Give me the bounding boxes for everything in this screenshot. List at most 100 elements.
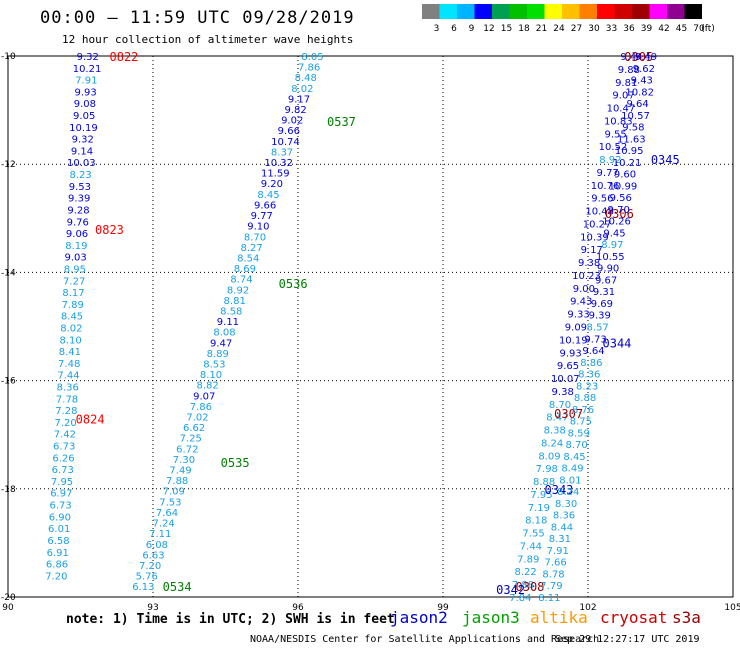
wave-height-value: 6.73 (52, 465, 74, 476)
colorbar-swatch (684, 4, 702, 19)
wave-height-value: 7.30 (173, 455, 195, 466)
wave-height-value: 9.06 (66, 229, 88, 240)
wave-height-value: 9.69 (591, 299, 613, 310)
wave-height-value: 10.07 (551, 374, 580, 385)
wave-height-value: 10.52 (599, 142, 628, 153)
wave-height-value: 8.82 (196, 381, 218, 392)
wave-height-value: 7.88 (166, 476, 188, 487)
wave-height-value: 9.05 (73, 111, 95, 122)
colorbar-label: 18 (518, 24, 530, 34)
wave-height-value: 9.66 (278, 126, 300, 137)
pass-time-label: 0343 (545, 483, 574, 497)
wave-height-value: 8.36 (57, 383, 79, 394)
wave-height-value: 9.43 (631, 76, 653, 87)
wave-height-value: 7.89 (62, 300, 84, 311)
wave-height-value: 9.09 (565, 323, 587, 334)
y-tick-label: -18 (1, 485, 16, 495)
wave-height-value: 7.42 (54, 430, 76, 441)
wave-height-value: 9.17 (288, 94, 310, 105)
x-tick-label: 93 (147, 603, 158, 613)
wave-height-value: 7.53 (159, 497, 181, 508)
colorbar-label: 6 (451, 24, 457, 34)
wave-height-value: 6.90 (49, 512, 71, 523)
wave-height-value: 8.23 (576, 381, 598, 392)
wave-height-value: 9.93 (74, 87, 96, 98)
wave-height-value: 9.49 (635, 52, 657, 63)
colorbar-label: 15 (501, 24, 512, 34)
wave-height-value: 10.27 (583, 219, 612, 230)
wave-height-value: 9.67 (595, 275, 617, 286)
colorbar-swatch (457, 4, 475, 19)
wave-height-value: 9.28 (67, 205, 89, 216)
pass-time-label: 0305 (624, 50, 653, 64)
wave-height-value: 9.65 (557, 361, 579, 372)
wave-height-value: 9.53 (69, 182, 91, 193)
wave-height-value: 11.59 (261, 169, 290, 180)
wave-height-value: 9.38 (578, 258, 600, 269)
wave-height-value: 7.24 (153, 519, 175, 530)
wave-height-value: 9.39 (589, 311, 611, 322)
colorbar-label: 45 (676, 24, 687, 34)
x-tick-label: 96 (292, 603, 304, 613)
wave-height-value: 8.36 (553, 511, 575, 522)
wave-height-value: 8.54 (237, 253, 259, 264)
wave-height-value: 8.75 (570, 417, 592, 428)
wave-height-value: 7.95 (51, 477, 73, 488)
pass-time-label: 0306 (605, 207, 634, 221)
wave-height-value: 10.32 (264, 158, 293, 169)
legend-item-jason3: jason3 (462, 608, 520, 627)
wave-height-value: 9.44 (620, 52, 642, 63)
wave-height-value: 7.25 (180, 434, 202, 445)
wave-height-value: 9.60 (614, 170, 636, 181)
wave-height-value: 8.45 (257, 190, 279, 201)
wave-height-value: 9.56 (610, 193, 632, 204)
wave-height-value: 10.39 (580, 232, 609, 243)
colorbar-swatch (649, 4, 667, 19)
wave-height-value: 8.92 (227, 285, 249, 296)
wave-height-value: 9.00 (573, 284, 595, 295)
wave-height-value: 8.27 (240, 243, 262, 254)
wave-height-value: 7.19 (528, 503, 550, 514)
wave-height-value: 7.20 (139, 561, 161, 572)
pass-time-label: 0822 (110, 50, 139, 64)
colorbar-label: 70 (693, 24, 705, 34)
pass-time-label: 0534 (163, 580, 192, 594)
x-tick-label: 90 (2, 603, 14, 613)
wave-height-value: 8.48 (295, 73, 317, 84)
x-tick-label: 102 (579, 603, 596, 613)
wave-height-value: 8.10 (200, 370, 222, 381)
wave-height-value: 7.78 (56, 394, 78, 405)
wave-height-value: 7.66 (545, 558, 567, 569)
y-tick-label: -12 (1, 160, 16, 170)
wave-height-value: 7.44 (57, 371, 79, 382)
y-tick-label: -10 (1, 52, 16, 62)
wave-height-value: 9.47 (210, 338, 232, 349)
wave-height-value: 9.77 (597, 168, 619, 179)
wave-height-value: 9.14 (71, 146, 93, 157)
colorbar-label: 24 (553, 24, 565, 34)
footnote: note: 1) Time is in UTC; 2) SWH is in fe… (66, 612, 395, 627)
wave-height-value: 8.30 (555, 499, 577, 510)
colorbar-swatch (422, 4, 440, 19)
wave-height-value: 10.55 (596, 252, 625, 263)
wave-height-value: 8.49 (561, 464, 583, 475)
wave-height-value: 11.63 (617, 134, 646, 145)
wave-height-value: 10.26 (602, 217, 631, 228)
wave-height-value: 10.23 (572, 271, 601, 282)
pass-time-label: 0536 (279, 277, 308, 291)
wave-height-value: 8.88 (533, 477, 555, 488)
wave-height-value: 7.20 (54, 418, 76, 429)
wave-height-value: 7.44 (520, 541, 542, 552)
wave-height-value: 8.31 (549, 534, 571, 545)
wave-height-value: 9.55 (604, 129, 626, 140)
wave-height-value: 7.86 (298, 63, 320, 74)
wave-height-value: 9.45 (603, 228, 625, 239)
y-tick-label: -14 (1, 268, 16, 278)
wave-height-value: 8.18 (525, 516, 547, 527)
wave-height-value: 8.09 (538, 451, 560, 462)
wave-height-value: 8.86 (580, 358, 602, 369)
wave-height-value: 9.07 (612, 91, 634, 102)
wave-height-value: 6.08 (146, 540, 168, 551)
color-scale-bar: 3 6 9 12 15 18 21 24 27 30 33 36 39 42 45 70(ft) (422, 4, 715, 34)
